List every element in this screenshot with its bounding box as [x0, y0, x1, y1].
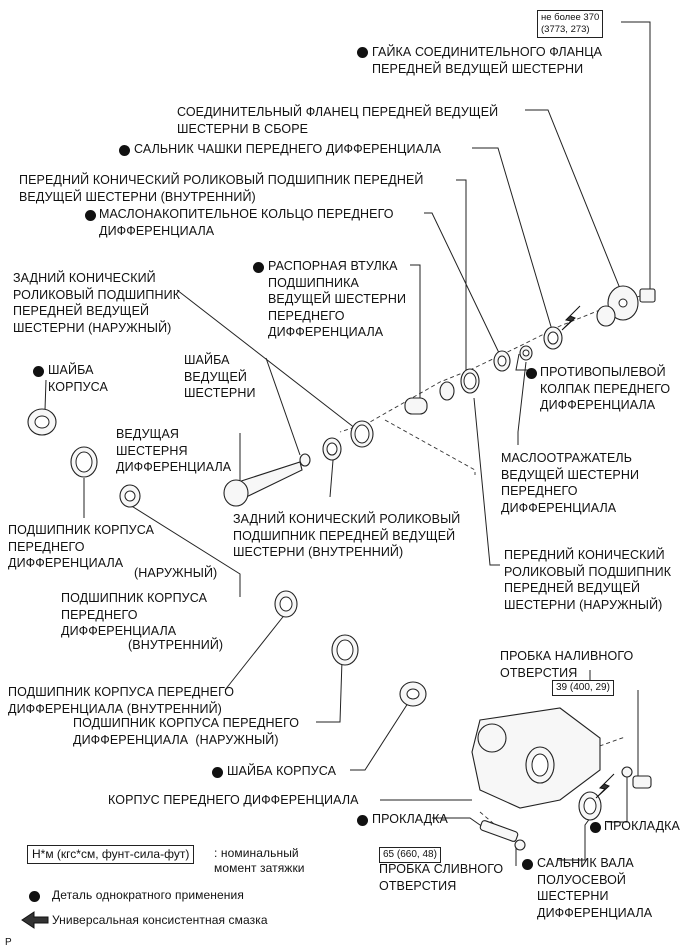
label-spacer: РАСПОРНАЯ ВТУЛКА ПОДШИПНИКА ВЕДУЩЕЙ ШЕСТ… — [268, 259, 407, 339]
label-case-bearing-inner-left: ПОДШИПНИК КОРПУСА ПЕРЕДНЕГО ДИФФЕРЕНЦИАЛ… — [61, 591, 208, 638]
part-companion-flange — [596, 285, 639, 327]
non-reusable-icon — [590, 822, 601, 833]
part-drain-plug — [479, 820, 519, 842]
grease-arrow-oil-seal — [561, 305, 581, 331]
torque-drain-plug: 65 (660, 48) — [379, 847, 441, 863]
torque-flange-nut: не более 370 (3773, 273) — [537, 10, 604, 38]
non-reusable-icon — [119, 145, 130, 156]
label-oil-slinger-ring: МАСЛОНАКОПИТЕЛЬНОЕ КОЛЬЦО ПЕРЕДНЕГО ДИФФ… — [99, 207, 394, 238]
label-drive-pinion: ВЕДУЩАЯ ШЕСТЕРНЯ ДИФФЕРЕНЦИАЛА — [116, 427, 232, 474]
label-gasket-left: ПРОКЛАДКА — [372, 812, 448, 826]
part-front-bearing-inner — [493, 350, 511, 372]
part-front-bearing-outer — [460, 368, 480, 394]
non-reusable-icon — [85, 210, 96, 221]
legend-grease-arrow — [21, 911, 49, 929]
part-dust-deflector — [519, 345, 533, 361]
label-drain-plug: ПРОБКА СЛИВНОГО ОТВЕРСТИЯ — [379, 862, 504, 893]
part-side-gear-seal — [578, 791, 602, 821]
part-rear-bearing-inner — [322, 437, 342, 461]
legend-torque-box: Н*м (кгс*см, фунт-сила-фут) — [27, 845, 195, 864]
part-filler-plug — [632, 775, 652, 789]
part-case-washer-bottom — [399, 681, 427, 707]
label-side-gear-seal: САЛЬНИК ВАЛА ПОЛУОСЕВОЙ ШЕСТЕРНИ ДИФФЕРЕ… — [537, 856, 653, 920]
non-reusable-icon — [357, 47, 368, 58]
part-flange-nut — [639, 288, 656, 303]
non-reusable-icon — [526, 368, 537, 379]
label-rear-bearing-inner: ЗАДНИЙ КОНИЧЕСКИЙ РОЛИКОВЫЙ ПОДШИПНИК ПЕ… — [233, 512, 461, 559]
label-case-washer-bottom: ШАЙБА КОРПУСА — [227, 764, 337, 778]
axis-to-carrier — [384, 419, 476, 475]
part-gasket-left — [514, 839, 526, 851]
label-front-bearing-outer: ПЕРЕДНИЙ КОНИЧЕСКИЙ РОЛИКОВЫЙ ПОДШИПНИК … — [504, 548, 672, 612]
label-carrier: КОРПУС ПЕРЕДНЕГО ДИФФЕРЕНЦИАЛА — [108, 793, 359, 807]
non-reusable-icon — [253, 262, 264, 273]
label-case-washer-top: ШАЙБА КОРПУСА — [48, 363, 108, 394]
legend-torque-desc: : номинальный момент затяжки — [214, 846, 305, 875]
corner-mark: P — [5, 937, 12, 948]
label-case-bearing-outer-left-suffix: (НАРУЖНЫЙ) — [134, 566, 218, 580]
label-case-bearing-outer-left: ПОДШИПНИК КОРПУСА ПЕРЕДНЕГО ДИФФЕРЕНЦИАЛ… — [8, 523, 155, 570]
part-spacer — [404, 397, 428, 415]
label-oil-seal: САЛЬНИК ЧАШКИ ПЕРЕДНЕГО ДИФФЕРЕНЦИАЛА — [134, 142, 442, 156]
part-case-bearing-inner-left — [119, 484, 141, 508]
label-case-bearing-inner-left-suffix: (ВНУТРЕННИЙ) — [128, 638, 224, 652]
part-case-bearing-inner-mid — [274, 590, 298, 618]
label-front-bearing-inner: ПЕРЕДНИЙ КОНИЧЕСКИЙ РОЛИКОВЫЙ ПОДШИПНИК … — [19, 173, 424, 204]
part-oil-seal — [543, 326, 563, 350]
legend-non-reusable-text: Деталь однократного применения — [52, 888, 244, 902]
label-rear-bearing-outer: ЗАДНИЙ КОНИЧЕСКИЙ РОЛИКОВЫЙ ПОДШИПНИК ПЕ… — [13, 271, 181, 335]
label-flange-nut: ГАЙКА СОЕДИНИТЕЛЬНОГО ФЛАНЦА ПЕРЕДНЕЙ ВЕ… — [372, 45, 603, 76]
grease-arrow-side-seal — [595, 773, 615, 799]
part-case-bearing-outer-mid — [331, 634, 359, 666]
legend-grease-text: Универсальная консистентная смазка — [52, 913, 268, 927]
label-case-bearing-outer-mid: ПОДШИПНИК КОРПУСА ПЕРЕДНЕГО ДИФФЕРЕНЦИАЛ… — [73, 716, 300, 747]
axis-carrier-right — [559, 736, 626, 761]
part-case-washer-top — [27, 408, 57, 436]
label-dust-cover: ПРОТИВОПЫЛЕВОЙ КОЛПАК ПЕРЕДНЕГО ДИФФЕРЕН… — [540, 365, 671, 412]
part-gasket-right — [621, 766, 633, 778]
non-reusable-icon — [33, 366, 44, 377]
non-reusable-icon — [522, 859, 533, 870]
non-reusable-icon — [212, 767, 223, 778]
part-carrier — [471, 707, 601, 809]
torque-filler-plug: 39 (400, 29) — [552, 680, 614, 696]
non-reusable-icon — [357, 815, 368, 826]
legend-non-reusable-icon — [29, 891, 40, 902]
label-case-bearing-inner-mid: ПОДШИПНИК КОРПУСА ПЕРЕДНЕГО ДИФФЕРЕНЦИАЛ… — [8, 685, 235, 716]
part-drive-pinion — [223, 461, 303, 507]
label-slinger: МАСЛООТРАЖАТЕЛЬ ВЕДУЩЕЙ ШЕСТЕРНИ ПЕРЕДНЕ… — [501, 451, 640, 515]
part-slinger-ring — [439, 381, 455, 401]
label-flange-assy: СОЕДИНИТЕЛЬНЫЙ ФЛАНЕЦ ПЕРЕДНЕЙ ВЕДУЩЕЙ Ш… — [177, 105, 499, 136]
part-pinion-washer — [299, 453, 311, 467]
label-gasket-right: ПРОКЛАДКА — [604, 819, 680, 833]
label-pinion-washer: ШАЙБА ВЕДУЩЕЙ ШЕСТЕРНИ — [184, 353, 256, 400]
part-case-bearing-outer-left — [70, 446, 98, 478]
label-filler-plug: ПРОБКА НАЛИВНОГО ОТВЕРСТИЯ — [500, 649, 634, 680]
part-rear-bearing-outer — [350, 420, 374, 448]
